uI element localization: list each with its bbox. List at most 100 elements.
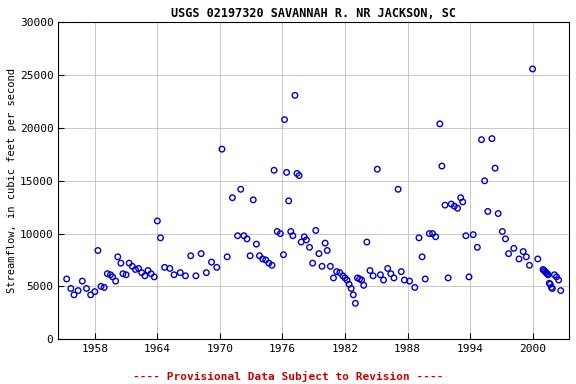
- Point: [518, 248, 528, 255]
- Point: [82, 285, 91, 291]
- Point: [545, 280, 554, 286]
- Point: [498, 228, 507, 235]
- Point: [128, 263, 137, 270]
- Point: [108, 274, 117, 280]
- Point: [335, 270, 344, 276]
- Point: [150, 274, 159, 280]
- Point: [348, 292, 358, 298]
- Point: [400, 277, 409, 283]
- Point: [270, 167, 279, 173]
- Point: [284, 198, 293, 204]
- Point: [540, 268, 550, 275]
- Point: [468, 232, 478, 238]
- Point: [414, 235, 423, 241]
- Point: [431, 234, 440, 240]
- Point: [410, 285, 419, 291]
- Point: [353, 275, 362, 281]
- Point: [261, 257, 270, 263]
- Point: [376, 272, 385, 278]
- Point: [326, 263, 335, 270]
- Point: [539, 266, 548, 273]
- Point: [143, 268, 153, 274]
- Point: [347, 285, 356, 291]
- Point: [444, 275, 453, 281]
- Point: [425, 230, 434, 237]
- Point: [300, 234, 309, 240]
- Point: [124, 260, 134, 266]
- Point: [540, 268, 549, 274]
- Point: [509, 245, 518, 252]
- Point: [450, 203, 459, 209]
- Point: [288, 233, 297, 239]
- Point: [383, 265, 392, 271]
- Point: [239, 233, 248, 239]
- Point: [365, 268, 374, 274]
- Point: [258, 256, 267, 262]
- Point: [351, 300, 360, 306]
- Point: [461, 233, 471, 239]
- Point: [550, 272, 559, 278]
- Point: [311, 227, 320, 233]
- Text: ---- Provisional Data Subject to Revision ----: ---- Provisional Data Subject to Revisio…: [132, 371, 444, 382]
- Point: [280, 116, 289, 122]
- Point: [207, 259, 216, 265]
- Point: [317, 263, 327, 270]
- Point: [435, 121, 445, 127]
- Point: [556, 288, 565, 294]
- Point: [290, 92, 300, 98]
- Point: [504, 251, 513, 257]
- Point: [96, 283, 105, 290]
- Point: [547, 285, 556, 291]
- Title: USGS 02197320 SAVANNAH R. NR JACKSON, SC: USGS 02197320 SAVANNAH R. NR JACKSON, SC: [171, 7, 456, 20]
- Point: [343, 277, 352, 283]
- Point: [321, 240, 330, 246]
- Point: [297, 239, 306, 245]
- Point: [545, 281, 555, 287]
- Point: [355, 276, 364, 282]
- Point: [357, 277, 366, 283]
- Y-axis label: Streamflow, in cubic feet per second: Streamflow, in cubic feet per second: [7, 68, 17, 293]
- Point: [242, 236, 252, 242]
- Point: [477, 137, 486, 143]
- Point: [332, 268, 341, 275]
- Point: [255, 253, 264, 259]
- Point: [86, 292, 95, 298]
- Point: [181, 273, 190, 279]
- Point: [441, 202, 450, 208]
- Point: [456, 195, 465, 201]
- Point: [212, 264, 221, 270]
- Point: [528, 66, 537, 72]
- Point: [122, 272, 131, 278]
- Point: [93, 247, 103, 253]
- Point: [100, 285, 109, 291]
- Point: [386, 271, 396, 277]
- Point: [165, 265, 175, 271]
- Point: [279, 252, 288, 258]
- Point: [405, 278, 414, 284]
- Point: [222, 254, 232, 260]
- Point: [245, 253, 255, 259]
- Point: [146, 271, 156, 277]
- Point: [418, 254, 427, 260]
- Point: [272, 228, 282, 235]
- Point: [473, 244, 482, 250]
- Point: [62, 276, 71, 282]
- Point: [217, 146, 226, 152]
- Point: [264, 260, 274, 266]
- Point: [113, 254, 122, 260]
- Point: [525, 262, 534, 268]
- Point: [483, 209, 492, 215]
- Point: [293, 170, 302, 177]
- Point: [338, 273, 347, 279]
- Point: [134, 265, 143, 271]
- Point: [340, 275, 350, 281]
- Point: [103, 271, 112, 277]
- Point: [314, 251, 324, 257]
- Point: [228, 195, 237, 201]
- Point: [202, 270, 211, 276]
- Point: [522, 254, 531, 260]
- Point: [160, 264, 169, 270]
- Point: [323, 247, 332, 253]
- Point: [74, 288, 83, 294]
- Point: [480, 178, 489, 184]
